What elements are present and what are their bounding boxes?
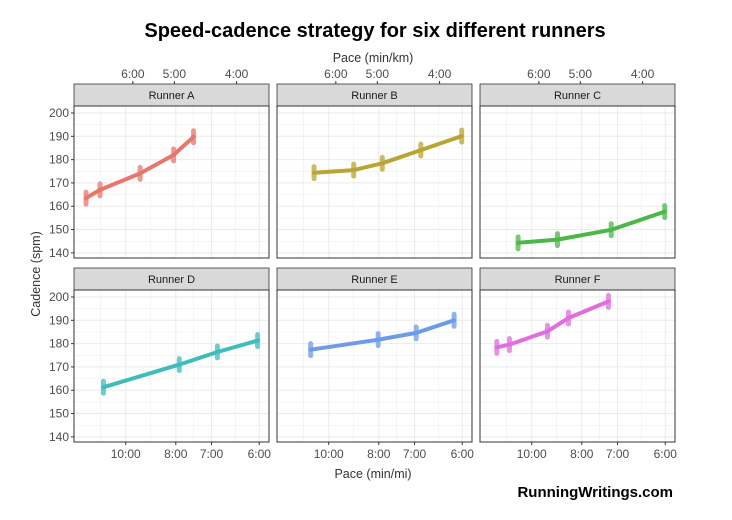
x-tick-label: 8:00 bbox=[367, 447, 391, 461]
y-axis-title: Cadence (spm) bbox=[29, 231, 43, 316]
x-tick-label: 10:00 bbox=[517, 447, 547, 461]
panel-runner-a: Runner A 140 150 160 170 180 190 200 6:00 5:00 4:0… bbox=[49, 67, 270, 260]
panel-border bbox=[276, 289, 473, 443]
facet-label: Runner B bbox=[351, 90, 397, 102]
panel-border bbox=[73, 105, 270, 259]
y-tick-label: 160 bbox=[49, 383, 69, 397]
panel-border bbox=[276, 105, 473, 259]
x-top-tick-label: 6:00 bbox=[527, 67, 551, 81]
panel-border bbox=[479, 289, 676, 443]
y-tick-label: 140 bbox=[49, 246, 69, 260]
panel-border bbox=[479, 105, 676, 259]
watermark: RunningWritings.com bbox=[517, 484, 673, 501]
chart-title: Speed-cadence strategy for six different… bbox=[144, 20, 605, 42]
panel-background bbox=[277, 290, 472, 442]
facet-label: Runner C bbox=[554, 90, 601, 102]
x-tick-label: 8:00 bbox=[570, 447, 594, 461]
facet-label: Runner F bbox=[555, 274, 601, 286]
x-tick-label: 7:00 bbox=[200, 447, 224, 461]
y-tick-label: 150 bbox=[49, 407, 69, 421]
panel-runner-d: Runner D 140 150 160 170 180 190 200 10:00 8:00 7:… bbox=[49, 267, 272, 461]
y-tick-label: 180 bbox=[49, 153, 69, 167]
panel-background bbox=[277, 106, 472, 258]
panel-background bbox=[74, 106, 269, 258]
facet-label: Runner E bbox=[351, 274, 397, 286]
x-top-tick-label: 4:00 bbox=[225, 67, 249, 81]
facet-label: Runner A bbox=[149, 90, 196, 102]
series-line bbox=[494, 299, 611, 350]
y-tick-label: 140 bbox=[49, 430, 69, 444]
y-tick-label: 170 bbox=[49, 176, 69, 190]
x-tick-label: 6:00 bbox=[654, 447, 678, 461]
y-tick-label: 190 bbox=[49, 129, 69, 143]
y-tick-label: 180 bbox=[49, 337, 69, 351]
x-axis-top-title: Pace (min/km) bbox=[333, 51, 414, 65]
x-top-tick-label: 5:00 bbox=[163, 67, 187, 81]
x-top-tick-label: 4:00 bbox=[631, 67, 655, 81]
x-tick-label: 7:00 bbox=[606, 447, 630, 461]
x-top-tick-label: 5:00 bbox=[366, 67, 390, 81]
x-tick-label: 10:00 bbox=[314, 447, 344, 461]
panel-runner-e: Runner E 10:00 8:00 7:00 6:00 bbox=[276, 267, 475, 461]
panel-border bbox=[73, 289, 270, 443]
facet-label: Runner D bbox=[148, 274, 195, 286]
y-tick-label: 200 bbox=[49, 106, 69, 120]
series-line bbox=[312, 134, 464, 175]
series-line bbox=[516, 209, 667, 245]
series-line bbox=[101, 338, 260, 390]
y-tick-label: 170 bbox=[49, 360, 69, 374]
x-top-tick-label: 6:00 bbox=[324, 67, 348, 81]
x-tick-label: 7:00 bbox=[403, 447, 427, 461]
y-tick-label: 160 bbox=[49, 199, 69, 213]
panel-runner-c: Runner C6:00 5:00 4:00 bbox=[479, 67, 676, 259]
panel-runner-b: Runner B6:00 5:00 4:00 bbox=[276, 67, 473, 259]
series-line bbox=[84, 134, 196, 201]
x-tick-label: 6:00 bbox=[451, 447, 475, 461]
x-top-tick-label: 4:00 bbox=[428, 67, 452, 81]
y-tick-label: 190 bbox=[49, 313, 69, 327]
series-line bbox=[308, 318, 457, 352]
y-tick-label: 200 bbox=[49, 290, 69, 304]
x-top-tick-label: 6:00 bbox=[121, 67, 145, 81]
x-axis-title: Pace (min/mi) bbox=[334, 467, 411, 481]
x-tick-label: 8:00 bbox=[164, 447, 188, 461]
x-top-tick-label: 5:00 bbox=[569, 67, 593, 81]
x-tick-label: 6:00 bbox=[248, 447, 272, 461]
panel-background bbox=[480, 106, 675, 258]
panel-runner-f: Runner F 10:00 8:00 7:00 6:00 bbox=[479, 267, 678, 461]
y-tick-label: 150 bbox=[49, 223, 69, 237]
x-tick-label: 10:00 bbox=[111, 447, 141, 461]
